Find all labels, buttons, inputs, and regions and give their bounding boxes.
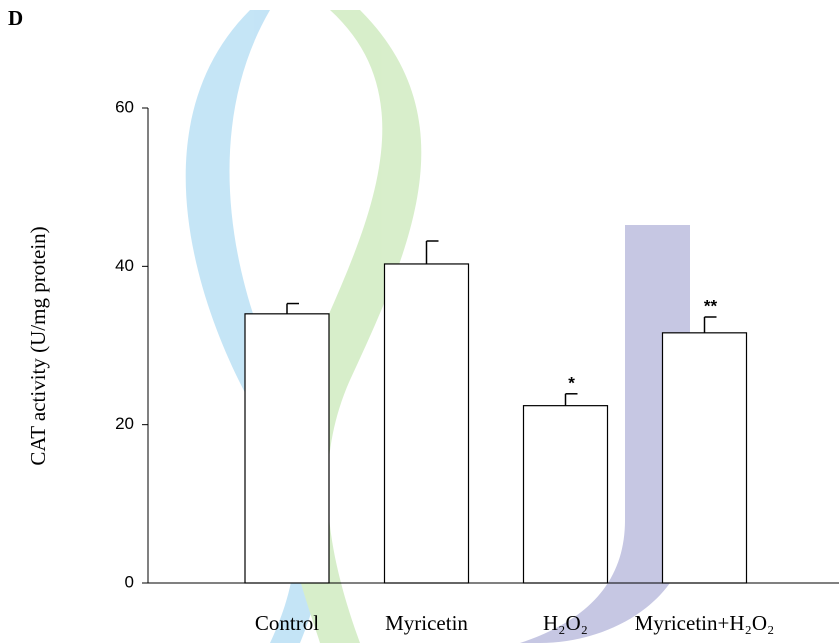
panel-label: D — [8, 6, 23, 30]
y-tick-label: 60 — [115, 97, 134, 116]
x-tick-label: Myricetin — [385, 611, 468, 635]
significance-label: ** — [704, 296, 718, 315]
bar — [244, 313, 330, 584]
bar — [383, 263, 470, 584]
y-tick-label: 40 — [115, 256, 134, 275]
bar — [522, 405, 609, 584]
y-tick-label: 0 — [125, 572, 134, 591]
y-tick-label: 20 — [115, 414, 134, 433]
x-tick-label: Control — [255, 611, 319, 635]
x-tick-label: H₂O₂ — [543, 611, 588, 635]
x-tick-label: Myricetin+H₂O₂ — [635, 611, 775, 635]
significance-label: * — [568, 373, 575, 392]
bar — [661, 332, 748, 584]
y-axis-label: CAT activity (U/mg protein) — [26, 226, 50, 465]
